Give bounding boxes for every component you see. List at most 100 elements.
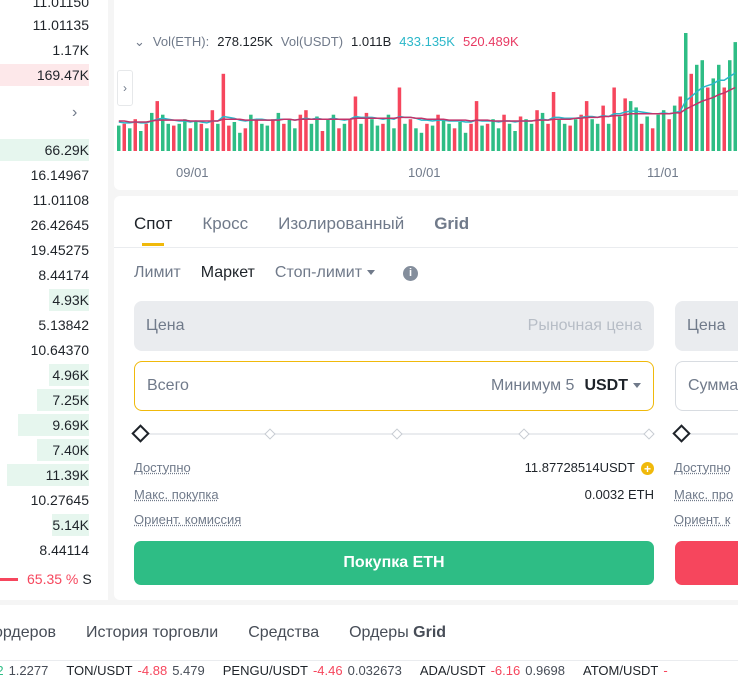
volume-bar	[612, 87, 616, 151]
order-book-value: 26.42645	[30, 217, 89, 233]
volume-bar	[617, 116, 622, 151]
plus-circle-icon[interactable]: +	[641, 462, 654, 476]
sell-amount-slider[interactable]	[672, 424, 738, 443]
price-field: Цена Рыночная цена	[134, 301, 654, 351]
order-type-limit[interactable]: Лимит	[134, 264, 181, 281]
sell-available-row: Доступно	[674, 460, 731, 475]
amount-slider[interactable]	[131, 424, 655, 443]
volume-bar	[722, 87, 726, 151]
depth-bar	[18, 414, 89, 436]
slider-step-25[interactable]	[264, 428, 276, 440]
slider-step-50[interactable]	[391, 428, 403, 440]
order-book-row[interactable]: 5.14K	[0, 513, 108, 537]
volume-bar	[128, 128, 132, 151]
expand-panel-button[interactable]: ›	[117, 70, 133, 106]
fee-row: Ориент. комиссия	[134, 512, 241, 527]
ticker-item[interactable]: ATOM/USDT -	[583, 663, 673, 678]
volume-bar	[260, 123, 264, 151]
ticker-item[interactable]: -2 1.2277	[0, 663, 48, 678]
tab-isolated[interactable]: Изолированный	[278, 214, 405, 233]
slider-step-100[interactable]	[643, 428, 655, 440]
sell-amount-input[interactable]: Сумма	[675, 361, 738, 411]
volume-bar	[359, 123, 363, 151]
max-buy-label: Макс. покупка	[134, 487, 219, 502]
grid-orders-suffix: Grid	[413, 624, 447, 641]
order-book-row[interactable]: 10.27645	[0, 488, 108, 512]
tab-trade-history[interactable]: История торговли	[85, 624, 219, 641]
tab-spot[interactable]: Спот	[134, 214, 173, 233]
volume-chart[interactable]	[114, 0, 738, 190]
volume-bar	[711, 78, 715, 151]
order-book-row[interactable]: 11.01150	[0, 0, 108, 14]
volume-bar	[381, 123, 385, 151]
volume-bar	[496, 128, 501, 151]
volume-bar	[166, 123, 170, 151]
order-book-row[interactable]: 5.13842	[0, 313, 108, 337]
max-buy-row: Макс. покупка	[134, 487, 219, 502]
volume-bar	[441, 119, 446, 151]
volume-bar	[584, 101, 589, 151]
available-value-row: 11.87728514USDT +	[414, 460, 654, 476]
order-book-value: 5.13842	[38, 317, 89, 333]
ticker-item[interactable]: PENGU/USDT -4.46 0.032673	[223, 663, 402, 678]
order-book-row[interactable]: 4.96K	[0, 363, 108, 387]
volume-bar	[491, 119, 495, 151]
volume-bar	[425, 123, 429, 151]
order-type-stop-limit[interactable]: Стоп-лимит	[274, 264, 376, 282]
vol-usdt-key: Vol(USDT)	[280, 34, 344, 49]
volume-bar	[661, 110, 666, 151]
volume-bar	[502, 114, 506, 151]
trade-panel: Спот Кросс Изолированный Grid Лимит Марк…	[114, 196, 738, 600]
order-book-row[interactable]: 169.47K	[0, 63, 108, 87]
order-book-row[interactable]: 66.29K	[0, 138, 108, 162]
order-book-row[interactable]: 26.42645	[0, 213, 108, 237]
caret-down-icon	[633, 383, 641, 389]
volume-bar	[227, 125, 231, 151]
total-input[interactable]: Всего Минимум 5 USDT	[134, 361, 654, 411]
tab-orders[interactable]: ордеров	[0, 624, 56, 641]
volume-bar	[188, 128, 193, 151]
order-book-row[interactable]: 7.40K	[0, 438, 108, 462]
total-unit-select[interactable]: USDT	[584, 377, 641, 395]
slider-handle[interactable]	[672, 424, 691, 443]
order-book-row[interactable]: 9.69K	[0, 413, 108, 437]
slider-handle[interactable]	[131, 424, 150, 443]
chevron-right-icon[interactable]: ›	[72, 104, 78, 121]
volume-bar	[364, 112, 369, 151]
order-book-row[interactable]: 8.44174	[0, 263, 108, 287]
stop-limit-label: Стоп-лимит	[274, 264, 363, 281]
order-book-row[interactable]: 11.39K	[0, 463, 108, 487]
order-book-row[interactable]: 11.01135	[0, 13, 108, 37]
ma2-line	[118, 86, 736, 123]
info-icon[interactable]: i	[403, 265, 419, 281]
tab-grid-orders[interactable]: Ордеры Grid	[349, 624, 446, 642]
tab-cross[interactable]: Кросс	[202, 214, 249, 233]
buy-eth-button[interactable]: Покупка ETH	[134, 541, 654, 585]
sell-eth-button[interactable]	[675, 541, 738, 585]
volume-bar	[315, 116, 319, 151]
order-type-market[interactable]: Маркет	[200, 264, 255, 281]
order-book-row[interactable]: 11.01108	[0, 188, 108, 212]
tab-grid[interactable]: Grid	[434, 214, 470, 233]
volume-bar	[397, 87, 402, 151]
order-book-row[interactable]: 19.45275	[0, 238, 108, 262]
order-book-row[interactable]: 4.93K	[0, 288, 108, 312]
order-book-row[interactable]: 16.14967	[0, 163, 108, 187]
volume-bar	[331, 114, 336, 151]
volume-bar	[728, 60, 732, 152]
order-book-value: 4.93K	[52, 292, 89, 308]
order-book-row[interactable]: 8.44114	[0, 538, 108, 562]
depth-bar	[49, 364, 89, 386]
chart-panel[interactable]: ⌄ Vol(ETH): 278.125K Vol(USDT) 1.011B 43…	[114, 0, 738, 190]
ticker-item[interactable]: TON/USDT -4.88 5.479	[66, 663, 204, 678]
order-book-row[interactable]: 10.64370	[0, 338, 108, 362]
order-book-row[interactable]: 7.25K	[0, 388, 108, 412]
ticker-item[interactable]: ADA/USDT -6.16 0.9698	[420, 663, 565, 678]
slider-step-75[interactable]	[518, 428, 530, 440]
order-book-row[interactable]: 1.17K	[0, 38, 108, 62]
tab-assets[interactable]: Средства	[248, 624, 320, 641]
collapse-chevron-icon[interactable]: ⌄	[134, 34, 145, 49]
volume-bar	[513, 131, 517, 151]
volume-bar	[271, 119, 275, 151]
